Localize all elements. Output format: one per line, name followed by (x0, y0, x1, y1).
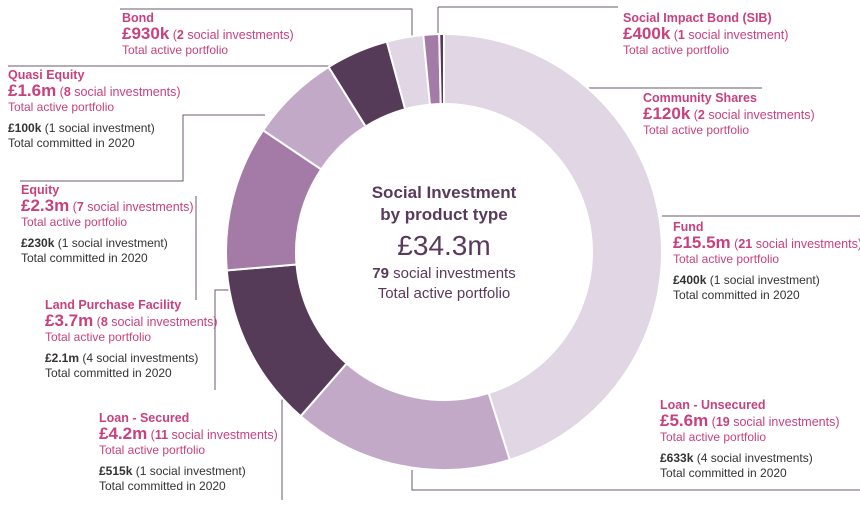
label-quasi-equity: Quasi Equity £1.6m (8 social investments… (8, 68, 181, 150)
leader-line-equity (20, 114, 265, 182)
label-bond: Bond £930k (2 social investments) Total … (122, 11, 294, 57)
chart-total: £34.3m (397, 230, 491, 261)
leader-line-loan-secured (281, 399, 300, 500)
label-fund: Fund £15.5m (21 social investments) Tota… (673, 220, 860, 302)
label-loan-secured: Loan - Secured £4.2m (11 social investme… (99, 411, 278, 493)
donut-center: Social Investment by product type £34.3m… (300, 182, 588, 304)
slice-community-shares (438, 32, 445, 106)
label-community-shares: Community Shares £120k (2 social investm… (643, 91, 815, 137)
label-land-purchase-facility: Land Purchase Facility £3.7m (8 social i… (45, 298, 218, 380)
donut-slices (225, 32, 663, 471)
chart-title-line-2: by product type (380, 205, 508, 224)
chart-title-line-1: Social Investment (371, 183, 517, 202)
leader-line-land-purchase-2 (214, 289, 232, 390)
leader-line-bond (120, 8, 413, 40)
chart-count: 79 social investments (372, 265, 516, 282)
label-social-impact-bond: Social Impact Bond (SIB) £400k (1 social… (623, 11, 789, 57)
label-equity: Equity £2.3m (7 social investments) Tota… (21, 183, 194, 265)
leader-line-loan-unsecured (411, 470, 860, 491)
slice-fund (443, 32, 663, 462)
leader-lines (8, 6, 860, 500)
label-loan-unsecured: Loan - Unsecured £5.6m (19 social invest… (660, 398, 840, 480)
chart-subtitle: Total active portfolio (377, 285, 511, 302)
